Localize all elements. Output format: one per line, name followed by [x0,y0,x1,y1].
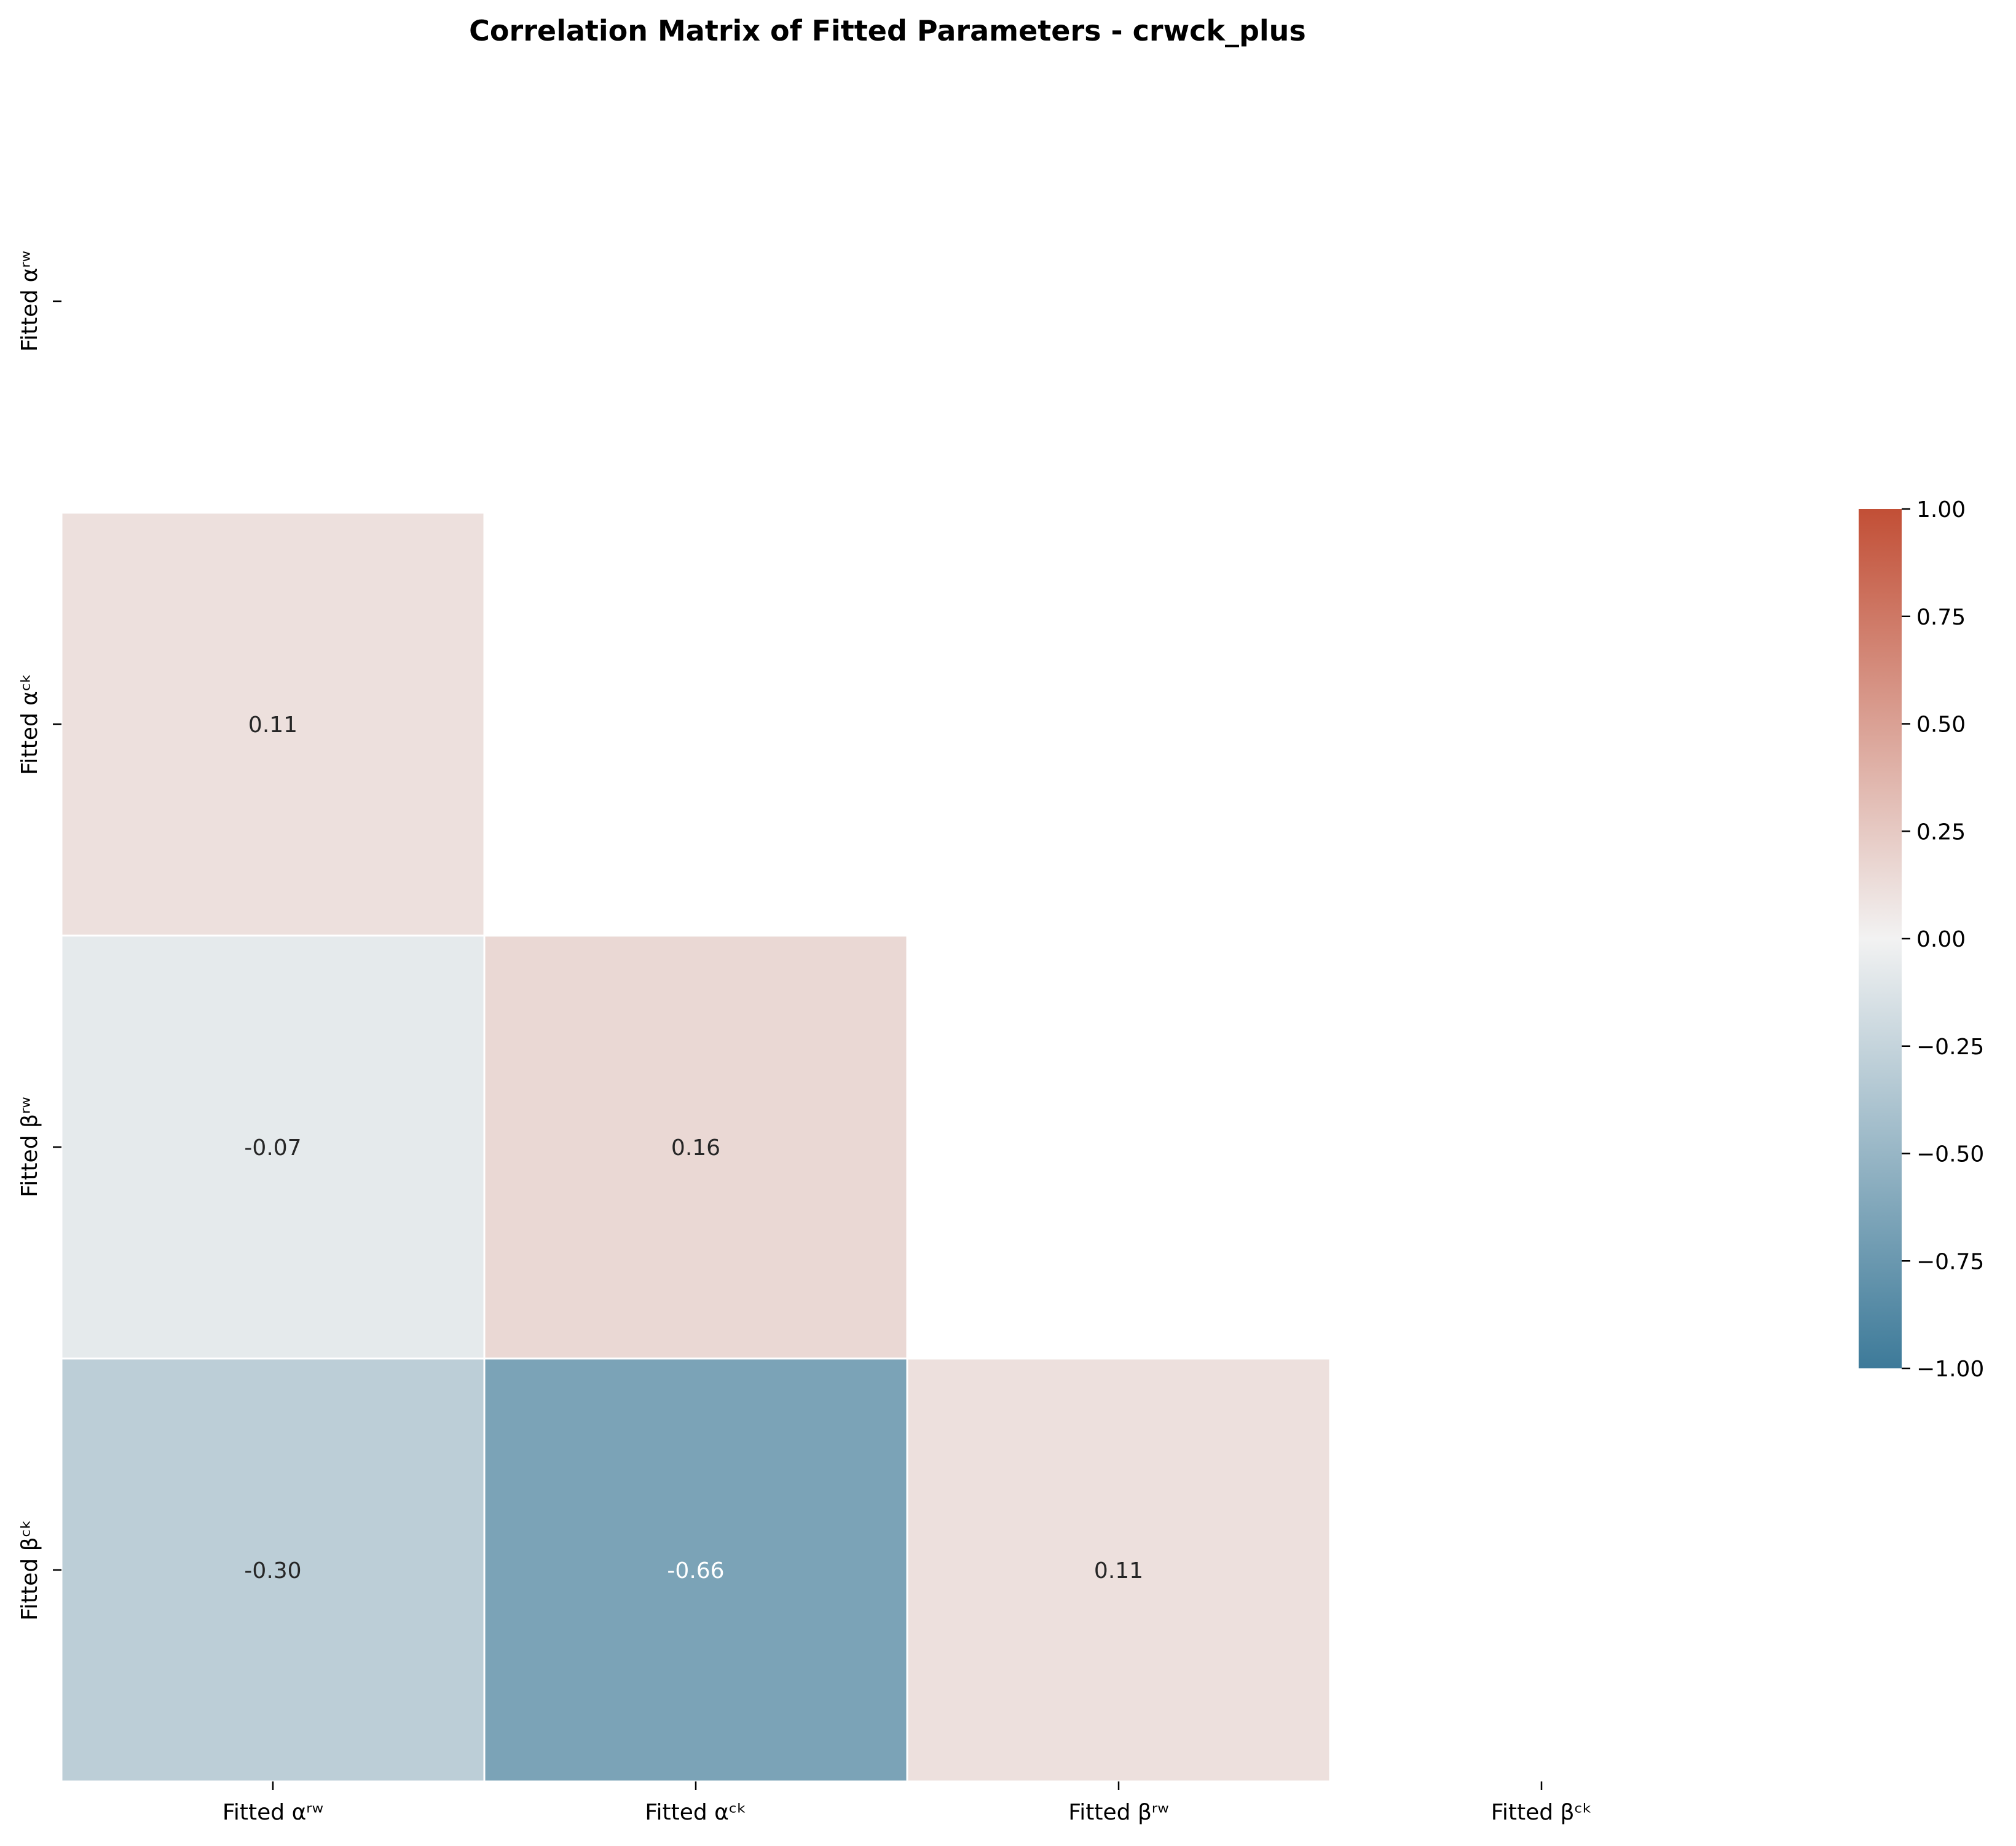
cell-value-label: -0.66 [667,1558,724,1584]
chart-title: Correlation Matrix of Fitted Parameters … [469,14,1306,47]
colorbar-tick-label: −0.75 [1916,1249,1984,1274]
colorbar-tick-label: 0.75 [1916,605,1966,630]
colorbar-tick-label: 1.00 [1916,497,1966,523]
heatmap-cell-r1-c0 [60,511,486,937]
x-axis: Fitted αʳʷ Fitted αᶜᵏ Fitted βʳʷ Fitted βᶜᵏ [222,1781,1592,1825]
heatmap-cell-r2-c1 [483,934,908,1360]
cell-value-label: 0.11 [248,712,297,738]
heatmap-cell-r2-c0 [60,934,486,1360]
colorbar-tick-label: 0.00 [1916,927,1966,952]
y-tick-label: Fitted βᶜᵏ [17,1520,42,1620]
colorbar-tick-label: −0.25 [1916,1035,1984,1060]
colorbar-tick-label: −0.50 [1916,1142,1984,1167]
heatmap-cell-labels: 0.11 -0.07 0.16 -0.30 -0.66 0.11 [244,712,1143,1584]
y-axis: Fitted αʳʷ Fitted αᶜᵏ Fitted βʳʷ Fitted βᶜᵏ [17,251,61,1620]
colorbar-tick-label: 0.25 [1916,819,1966,845]
y-tick-label: Fitted αʳʷ [17,251,42,352]
x-tick-label: Fitted αᶜᵏ [645,1800,746,1825]
x-tick-label: Fitted βʳʷ [1068,1800,1169,1825]
colorbar-tick-label: −1.00 [1916,1357,1984,1382]
colorbar: 1.00 0.75 0.50 0.25 0.00 −0.25 −0.50 −0.75 −1.00 [1859,497,1984,1382]
x-tick-label: Fitted βᶜᵏ [1491,1800,1592,1825]
heatmap-cells [60,511,1331,1783]
cell-value-label: 0.11 [1094,1558,1143,1584]
colorbar-gradient [1859,509,1902,1368]
heatmap-cell-r3-c0 [60,1357,486,1783]
cell-value-label: 0.16 [671,1135,720,1161]
y-tick-label: Fitted βʳʷ [17,1097,42,1197]
heatmap-cell-r3-c1 [483,1357,908,1783]
cell-value-label: -0.07 [244,1135,301,1161]
heatmap-cell-r3-c2 [906,1357,1331,1783]
y-tick-label: Fitted αᶜᵏ [17,673,42,775]
colorbar-tick-label: 0.50 [1916,712,1966,738]
cell-value-label: -0.30 [244,1558,301,1584]
x-tick-label: Fitted αʳʷ [222,1800,323,1825]
